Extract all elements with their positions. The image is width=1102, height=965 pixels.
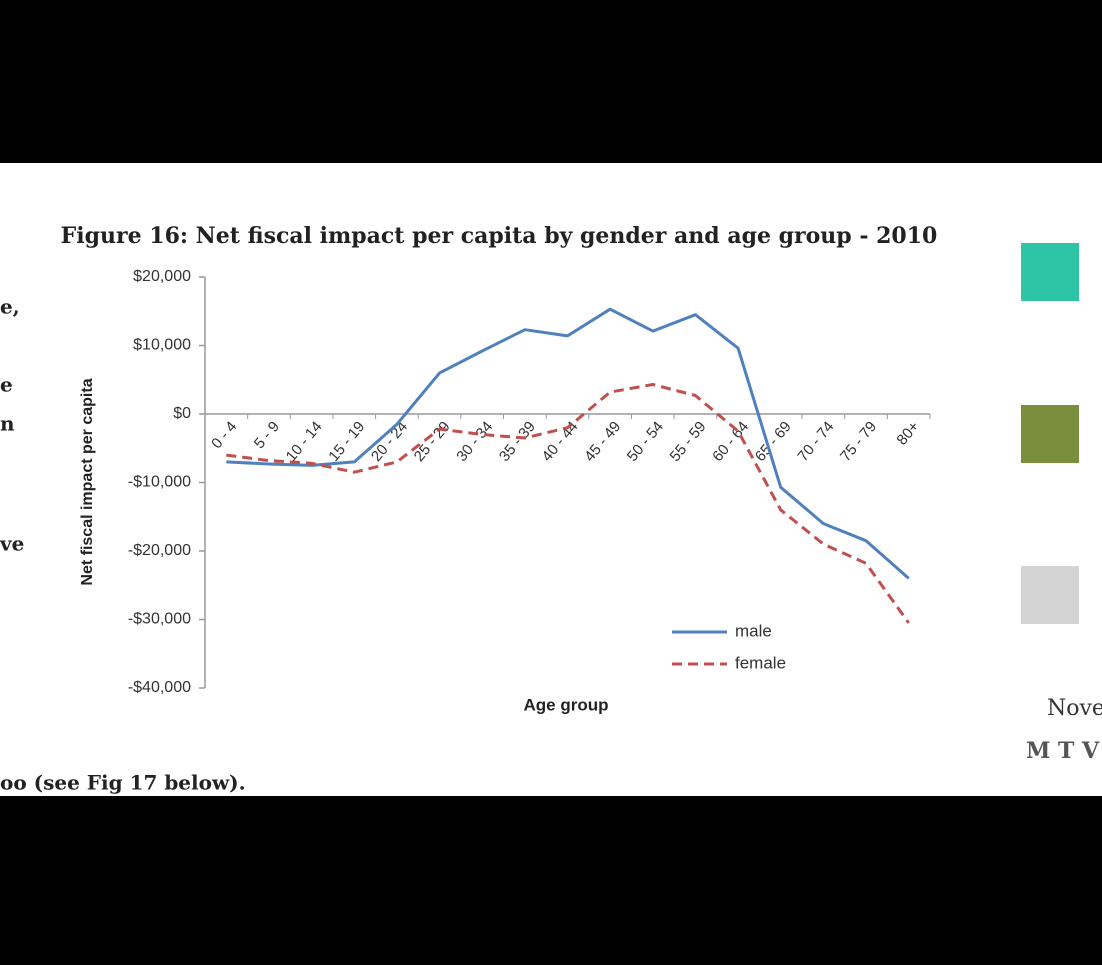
y-tick-label: -$30,000 <box>128 611 191 628</box>
avatar <box>1021 566 1079 624</box>
y-tick-label: $10,000 <box>133 337 191 354</box>
y-axis-label: Net fiscal impact per capita <box>79 378 96 585</box>
calendar-weekdays: M T V <box>1026 738 1100 764</box>
text-fragment: e, <box>0 295 20 319</box>
calendar-month: Nove <box>1047 696 1102 721</box>
text-fragment: n <box>0 412 15 436</box>
text-fragment: e <box>0 373 13 397</box>
y-tick-label: -$40,000 <box>128 679 191 696</box>
avatar <box>1021 405 1079 463</box>
y-tick-label: $0 <box>173 405 191 422</box>
y-tick-label: -$20,000 <box>128 542 191 559</box>
series-line <box>226 307 910 580</box>
legend-label: female <box>735 653 786 672</box>
page-background <box>0 163 1102 796</box>
y-tick-label: -$10,000 <box>128 474 191 491</box>
y-tick-label: $20,000 <box>133 268 191 285</box>
avatar <box>1021 243 1079 301</box>
caption: oo (see Fig 17 below). <box>0 771 246 795</box>
legend-label: male <box>735 621 772 640</box>
series-line <box>226 383 910 624</box>
chart-title: Figure 16: Net fiscal impact per capita … <box>61 223 938 249</box>
x-axis-label: Age group <box>524 695 609 714</box>
text-fragment: ve <box>0 532 24 556</box>
